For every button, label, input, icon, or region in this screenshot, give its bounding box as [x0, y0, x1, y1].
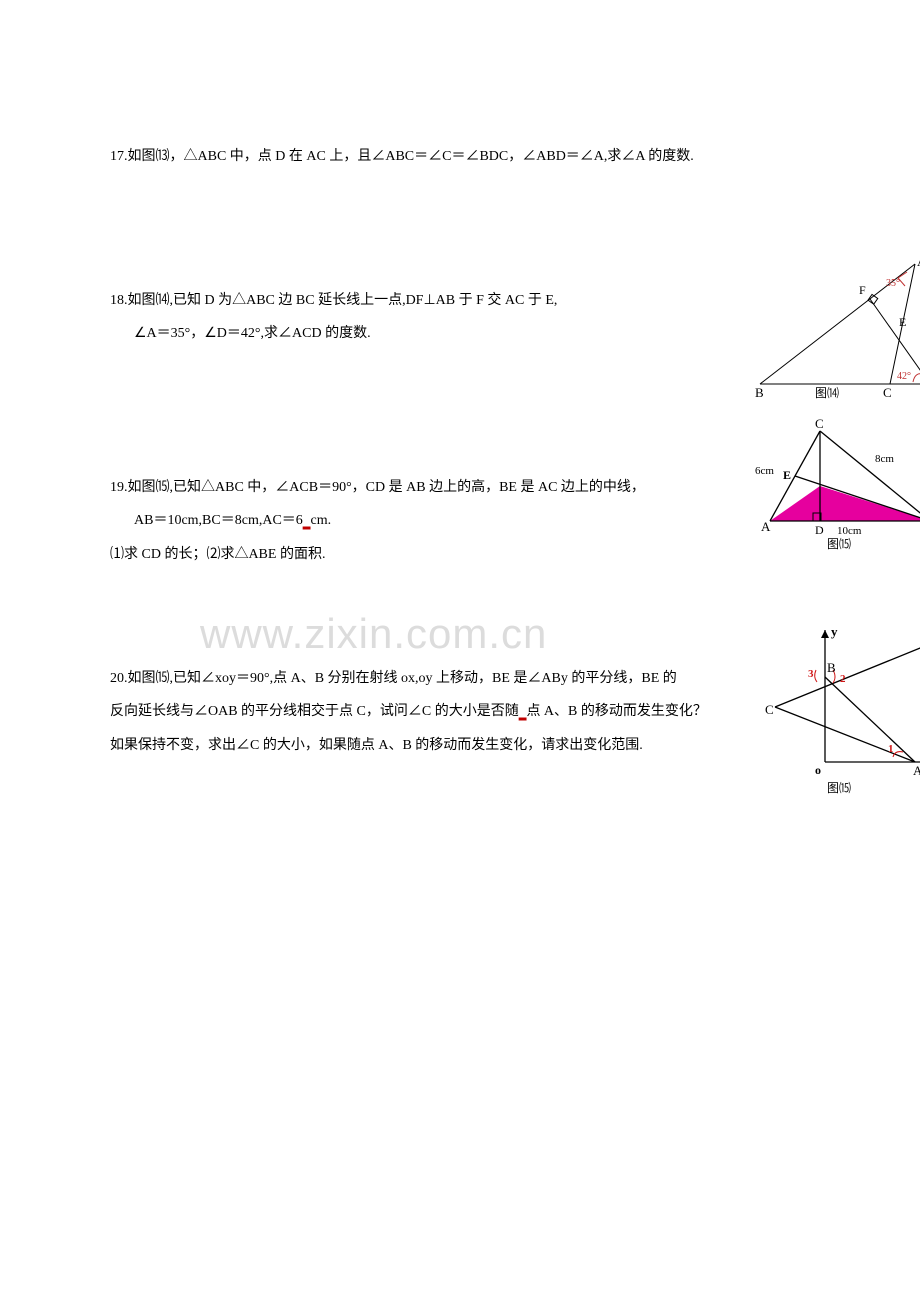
problem-20-line2: 反向延长线与∠OAB 的平分线相交于点 C，试问∠C 的大小是否随 [110, 704, 519, 719]
problem-18-line1: 如图⒁,已知 D 为△ABC 边 BC 延长线上一点,DF⊥AB 于 F 交 A… [128, 293, 558, 308]
fig14-caption: 图⒁ [815, 386, 839, 400]
problem-19-line2b: cm. [310, 513, 331, 528]
problem-18-number: 18. [110, 293, 128, 308]
problem-18-line2: ∠A＝35°，∠D＝42°,求∠ACD 的度数. [134, 326, 371, 341]
fig15b-label-C: C [765, 702, 774, 717]
fig15a-label-A: A [761, 519, 771, 534]
fig15b-caption: 图⒂ [827, 780, 851, 795]
fig15b-label-y: y [831, 624, 838, 639]
problem-17-text: 17.如图⒀，△ABC 中，点 D 在 AC 上，且∠ABC＝∠C＝∠BDC，∠… [110, 140, 880, 174]
fig15a-label-E: E [783, 468, 791, 482]
fig15a-side-10cm: 10cm [837, 525, 862, 537]
problem-19-number: 19. [110, 480, 128, 495]
problem-19-line2: AB＝10cm,BC＝8cm,AC＝6 [134, 513, 303, 528]
underline-dot-icon: ▂ [303, 519, 311, 530]
fig14-label-F: F [859, 283, 866, 297]
fig15a-side-6cm: 6cm [755, 465, 774, 477]
problem-20-line3: 如果保持不变，求出∠C 的大小，如果随点 A、B 的移动而发生变化，请求出变化范… [110, 738, 643, 753]
figure-15a: A B C D E 6cm 8cm 10cm 图⒂ [755, 416, 920, 556]
problem-20-number: 20. [110, 671, 128, 686]
problems-container: 17.如图⒀，△ABC 中，点 D 在 AC 上，且∠ABC＝∠C＝∠BDC，∠… [0, 0, 920, 762]
fig14-label-C: C [883, 385, 892, 400]
fig15a-label-C: C [815, 416, 824, 431]
problem-17-body: 如图⒀，△ABC 中，点 D 在 AC 上，且∠ABC＝∠C＝∠BDC，∠ABD… [128, 149, 694, 164]
problem-20: 20.如图⒂,已知∠xoy＝90°,点 A、B 分别在射线 ox,oy 上移动，… [110, 662, 880, 763]
fig15b-angle-1: 1 [888, 743, 894, 755]
problem-18: 18.如图⒁,已知 D 为△ABC 边 BC 延长线上一点,DF⊥AB 于 F … [110, 284, 880, 351]
fig15b-label-A: A [913, 763, 920, 778]
fig14-angle-35: 35° [886, 278, 900, 289]
fig15b-angle-2: 2 [840, 673, 846, 685]
figure-14: A B C D E F 35° 42° 图⒁ [755, 254, 920, 404]
problem-17-number: 17. [110, 149, 128, 164]
fig15a-label-D: D [815, 523, 824, 537]
fig15b-label-B: B [827, 660, 836, 675]
fig14-angle-42: 42° [897, 371, 911, 382]
underline-dot-icon-2: ▂ [519, 710, 527, 721]
problem-19: 19.如图⒂,已知△ABC 中，∠ACB＝90°，CD 是 AB 边上的高，BE… [110, 471, 880, 572]
fig14-label-B: B [755, 385, 764, 400]
fig15a-side-8cm: 8cm [875, 453, 894, 465]
problem-20-line1: 如图⒂,已知∠xoy＝90°,点 A、B 分别在射线 ox,oy 上移动，BE … [128, 671, 677, 686]
figure-15b: y x o A B C E 1 2 3 图⒂ [765, 622, 920, 802]
problem-19-line3: ⑴求 CD 的长；⑵求△ABE 的面积. [110, 547, 325, 562]
problem-19-line1: 如图⒂,已知△ABC 中，∠ACB＝90°，CD 是 AB 边上的高，BE 是 … [128, 480, 645, 495]
problem-17: 17.如图⒀，△ABC 中，点 D 在 AC 上，且∠ABC＝∠C＝∠BDC，∠… [110, 140, 880, 174]
fig15b-angle-3: 3 [808, 668, 814, 680]
problem-20-line2b: 点 A、B 的移动而发生变化？ [526, 704, 706, 719]
fig15b-label-o: o [815, 763, 821, 777]
fig14-label-E: E [899, 315, 906, 329]
fig15a-caption: 图⒂ [827, 536, 851, 551]
